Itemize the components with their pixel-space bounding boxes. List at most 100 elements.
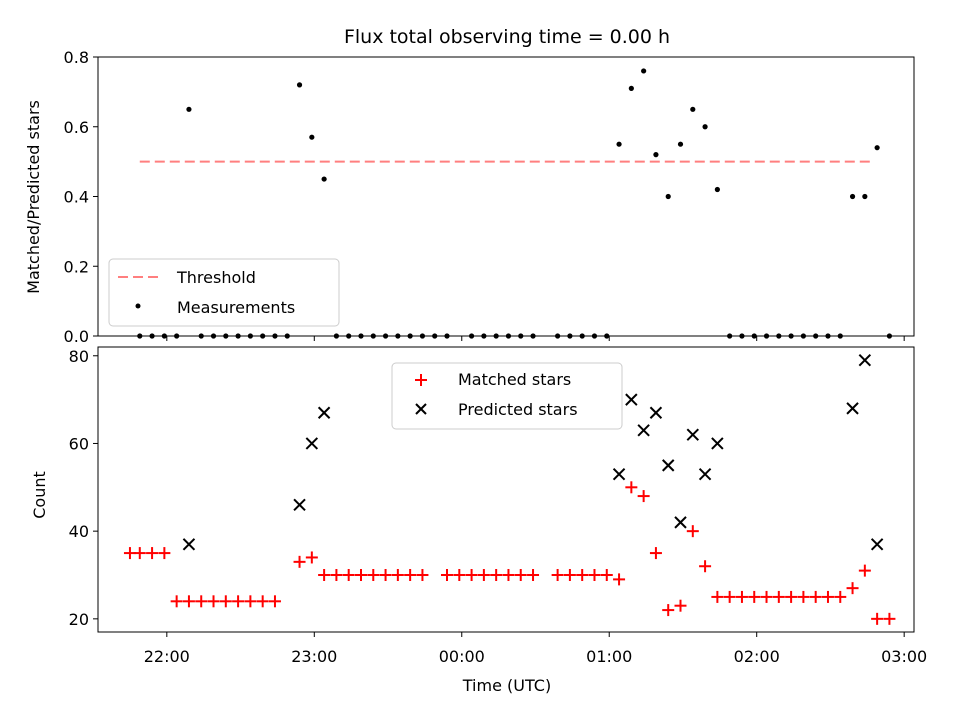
- matched-star-point: [391, 569, 404, 581]
- count-points: [123, 353, 896, 625]
- bottom-axis-ticks: 20 40 60 80 22:00 23:00 00:00 01:00 02:00 03:00: [69, 347, 928, 666]
- legend-predicted-label: Predicted stars: [458, 400, 578, 419]
- matched-star-point: [834, 590, 847, 603]
- predicted-star-mark-b: [182, 538, 196, 551]
- bottom-panel: Count Time (UTC) 20 40 60 80 22:00 23:00 00:00…: [30, 346, 928, 695]
- top-ylabel: Matched/Predicted stars: [24, 100, 43, 294]
- matched-star-point: [883, 612, 896, 625]
- bottom-legend: Matched stars Predicted stars: [391, 362, 623, 430]
- predicted-star-point: [649, 406, 663, 419]
- matched-star-point: [232, 595, 245, 608]
- matched-star-point: [588, 569, 601, 581]
- predicted-star-mark-b: [305, 437, 319, 450]
- measurement-point: [653, 152, 659, 158]
- matched-star-point: [490, 569, 503, 581]
- top-axis-ticks: 0.0 0.2 0.4 0.6 0.8: [64, 48, 905, 346]
- matched-star-point: [858, 564, 871, 577]
- predicted-star-point: [182, 538, 196, 551]
- matched-star-point: [649, 547, 662, 560]
- matched-star-point: [674, 599, 687, 612]
- matched-star-point: [342, 569, 355, 581]
- legend-matched-swatch: [415, 374, 427, 386]
- matched-star-point: [379, 569, 392, 581]
- matched-star-point: [158, 547, 171, 560]
- matched-star-point: [219, 595, 232, 608]
- predicted-star-mark-b: [870, 538, 884, 551]
- bottom-ytick-label: 40: [69, 522, 89, 541]
- matched-star-point: [785, 590, 798, 603]
- measurement-point: [862, 193, 868, 200]
- matched-star-point: [170, 595, 183, 608]
- bottom-legend-box: [391, 362, 623, 430]
- matched-star-point: [625, 481, 638, 494]
- matched-star-point: [293, 555, 306, 568]
- predicted-star-mark-b: [649, 406, 663, 419]
- bottom-ytick-label: 80: [69, 347, 89, 366]
- matched-star-point: [723, 590, 736, 603]
- bottom-ylabel: Count: [30, 471, 49, 519]
- bottom-ytick-label: 20: [69, 610, 89, 629]
- predicted-star-point: [662, 459, 675, 472]
- measurement-point: [677, 141, 684, 147]
- top-legend: Threshold Measurements: [108, 258, 340, 327]
- measurement-point: [702, 124, 708, 130]
- predicted-star-mark-b: [858, 353, 872, 367]
- legend-predicted-swatch: [415, 403, 427, 415]
- legend-measurements-label: Measurements: [177, 298, 295, 317]
- matched-star-point: [182, 595, 195, 608]
- plot-title: Flux total observing time = 0.00 h: [344, 26, 670, 48]
- predicted-star-mark-b: [662, 459, 675, 472]
- matched-star-point: [318, 569, 331, 581]
- predicted-star-mark-b: [612, 467, 626, 481]
- top-ytick-label: 0.2: [64, 257, 89, 276]
- predicted-star-mark-b: [293, 498, 306, 512]
- matched-star-point: [686, 525, 699, 538]
- predicted-star-mark-b: [698, 467, 712, 481]
- predicted-star-mark-b: [674, 516, 687, 529]
- matched-star-point: [404, 569, 417, 581]
- predicted-star-point: [317, 406, 331, 419]
- top-ytick-label: 0.4: [64, 188, 89, 207]
- matched-star-point: [465, 569, 478, 581]
- measurement-point: [321, 176, 327, 182]
- measurement-point: [296, 82, 303, 88]
- measurement-point: [616, 141, 622, 147]
- matched-star-point: [268, 595, 281, 608]
- predicted-star-point: [674, 516, 687, 529]
- matched-star-point: [748, 590, 761, 603]
- matched-star-point: [416, 569, 429, 581]
- bottom-ytick-label: 60: [69, 434, 89, 453]
- measurement-point: [849, 193, 856, 200]
- matched-star-point: [477, 569, 490, 581]
- predicted-star-point: [858, 353, 872, 367]
- matched-star-point: [133, 547, 146, 560]
- measurement-point: [186, 106, 192, 112]
- measurement-point: [628, 85, 634, 91]
- matched-star-point: [772, 590, 785, 603]
- matched-star-point: [441, 569, 454, 581]
- matched-star-point: [735, 590, 748, 603]
- predicted-star-point: [711, 437, 724, 450]
- measurement-point: [665, 193, 671, 200]
- matched-star-point: [576, 569, 589, 581]
- matched-star-point: [551, 569, 564, 581]
- top-legend-box: [108, 258, 340, 327]
- matched-star-point: [613, 573, 626, 586]
- measurement-point: [690, 106, 696, 112]
- matched-star-point: [502, 569, 515, 581]
- matched-star-point: [527, 569, 540, 581]
- predicted-star-point: [698, 467, 712, 481]
- legend-threshold-label: Threshold: [176, 268, 256, 287]
- top-ytick-label: 0.0: [64, 327, 89, 346]
- bottom-xtick-label: 00:00: [439, 647, 485, 666]
- top-ytick-label: 0.6: [64, 118, 89, 137]
- matched-star-point: [367, 569, 380, 581]
- matched-star-point: [760, 590, 773, 603]
- top-panel: Flux total observing time = 0.00 h Match…: [24, 26, 915, 346]
- top-ytick-label: 0.8: [64, 48, 89, 67]
- measurement-point: [641, 68, 647, 74]
- bottom-xtick-label: 23:00: [291, 647, 337, 666]
- legend-matched-label: Matched stars: [458, 370, 571, 389]
